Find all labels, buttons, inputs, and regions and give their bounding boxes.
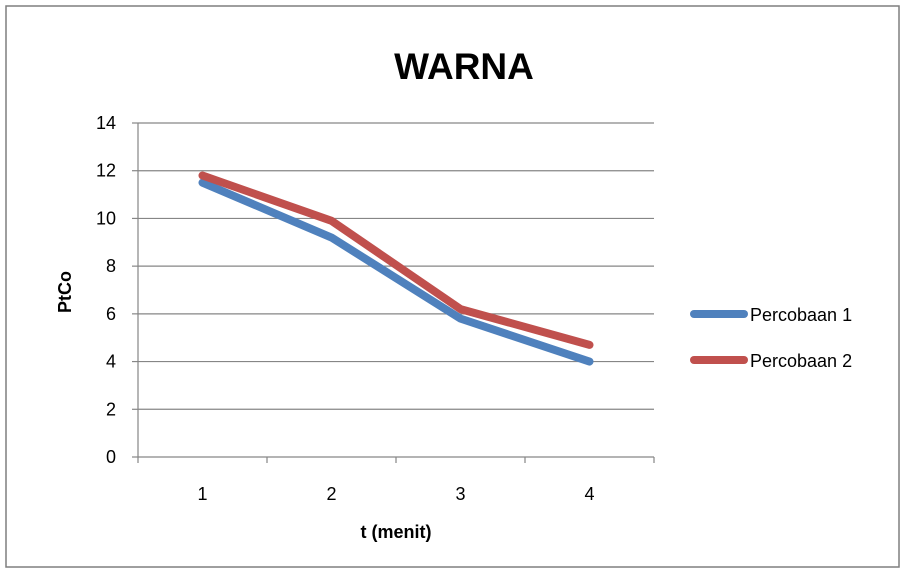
series-line-2 (198, 171, 594, 349)
legend-label: Percobaan 2 (750, 351, 852, 371)
x-tick-label: 1 (197, 484, 207, 504)
gridlines (138, 122, 654, 410)
chart-frame (5, 5, 900, 568)
y-tick-label: 2 (106, 399, 116, 419)
x-tick-label: 3 (455, 484, 465, 504)
x-axis-title: t (menit) (361, 522, 432, 542)
y-tick-label: 12 (96, 161, 116, 181)
legend-label: Percobaan 1 (750, 305, 852, 325)
series-line-1 (198, 178, 594, 366)
legend: Percobaan 1 Percobaan 2 (690, 305, 852, 371)
y-tick-label: 10 (96, 208, 116, 228)
x-tick-label: 2 (326, 484, 336, 504)
x-tick-label: 4 (584, 484, 594, 504)
y-tick-label: 14 (96, 113, 116, 133)
chart-title: WARNA (394, 46, 534, 87)
y-tick-label: 0 (106, 447, 116, 467)
series-lines (198, 171, 594, 366)
y-tick-label: 4 (106, 352, 116, 372)
y-tick-label: 8 (106, 256, 116, 276)
y-tick-label: 6 (106, 304, 116, 324)
y-axis-title: PtCo (55, 271, 75, 313)
